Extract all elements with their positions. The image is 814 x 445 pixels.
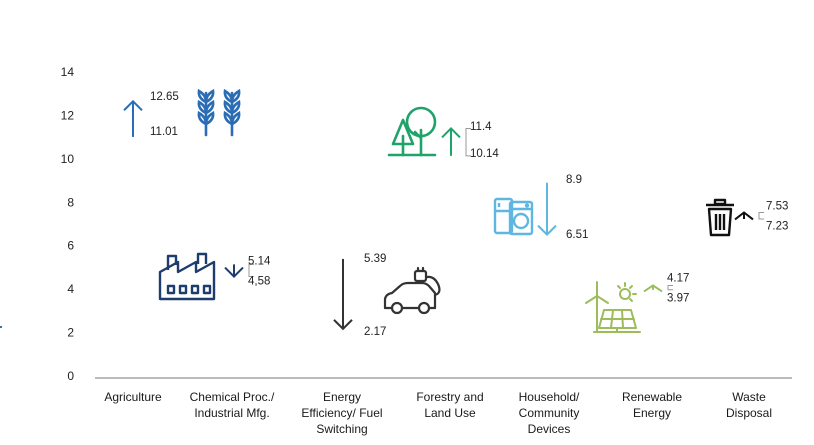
x-category-label: Waste Disposal (697, 389, 801, 421)
x-category-label-line: Forestry and (416, 390, 484, 404)
value-label-low: 10.14 (470, 148, 499, 160)
x-category-label-line: Efficiency/ Fuel (301, 406, 383, 420)
value-label-high: 11.4 (470, 121, 492, 133)
value-label-low: 4,58 (248, 275, 270, 287)
range-bracket (248, 263, 254, 278)
value-label-low: 11.01 (150, 126, 178, 138)
range-bracket (465, 127, 471, 157)
y-tick-label: 8 (67, 195, 74, 209)
x-category-label-line: Household/ (518, 390, 580, 404)
x-category-label: Energy Efficiency/ Fuel Switching (290, 389, 394, 437)
range-arrow-head (441, 127, 461, 139)
appliances-icon (493, 197, 534, 236)
x-category-label-line: Energy (322, 390, 362, 404)
y-tick-label: 6 (67, 239, 74, 253)
range-arrow-head (537, 224, 557, 237)
y-tick-label: 10 (61, 152, 75, 166)
x-category-label-line: Chemical Proc./ (189, 390, 275, 404)
range-arrow-head (643, 284, 663, 293)
value-label-low: 3.97 (667, 293, 689, 305)
value-label-high: 8.9 (566, 174, 582, 186)
value-label-low: 6.51 (566, 229, 588, 241)
renewables-icon (585, 281, 641, 333)
value-labels: 12.65 11.01 5.14 4,58 5.39 2.17 11.4 10.14 8.9 6.… (150, 91, 788, 338)
x-category-label-line: Land Use (424, 406, 476, 420)
x-category-label-line: Disposal (725, 406, 773, 420)
x-category-label-line: Switching (316, 422, 368, 436)
x-category-label: Chemical Proc./ Industrial Mfg. (180, 389, 284, 421)
y-tick-label: 2 (67, 326, 74, 340)
range-arrow-head (734, 211, 754, 221)
trees-icon (387, 106, 437, 157)
value-label-high: 5.39 (364, 253, 386, 265)
range-arrow-head (333, 319, 353, 331)
value-label-high: 12.65 (150, 91, 179, 103)
value-label-high: 5.14 (248, 255, 271, 267)
value-label-high: 4.17 (667, 273, 689, 285)
y-tick-label: 4 (67, 282, 74, 296)
wheat-icon (197, 88, 241, 137)
value-label-low: 2.17 (364, 326, 386, 338)
y-tick-label: 12 (61, 108, 75, 122)
value-label-high: 7.53 (766, 201, 788, 213)
value-label-low: 7.23 (766, 221, 788, 233)
trash-bin-icon (706, 198, 734, 237)
x-category-label-line: Renewable (621, 390, 683, 404)
x-category-label: Agriculture (81, 389, 185, 405)
x-category-label: Household/Community Devices (497, 389, 601, 437)
x-category-label: Forestry and Land Use (398, 389, 502, 421)
range-arrows (123, 99, 764, 331)
y-tick-label: 0 (67, 369, 74, 383)
y-tick-label: 14 (61, 65, 75, 79)
x-category-label: Renewable Energy (600, 389, 704, 421)
x-category-label-line: Agriculture (104, 390, 162, 404)
category-icons (158, 88, 734, 333)
x-category-label-line: Energy (632, 406, 672, 420)
range-bracket (667, 284, 673, 291)
range-arrow-head (224, 266, 244, 278)
factory-icon (158, 252, 216, 301)
x-category-label-line: Devices (527, 422, 571, 436)
range-bracket (758, 211, 764, 220)
edge-marker (0, 326, 2, 328)
x-category-label-line: Waste (732, 390, 766, 404)
x-category-label-line: Industrial Mfg. (194, 406, 270, 420)
y-axis: 0 2 4 6 8 10 12 14 (61, 65, 75, 383)
range-arrow-head (123, 99, 143, 112)
x-category-label-line: Community (518, 406, 580, 420)
electric-car-icon (383, 266, 441, 315)
